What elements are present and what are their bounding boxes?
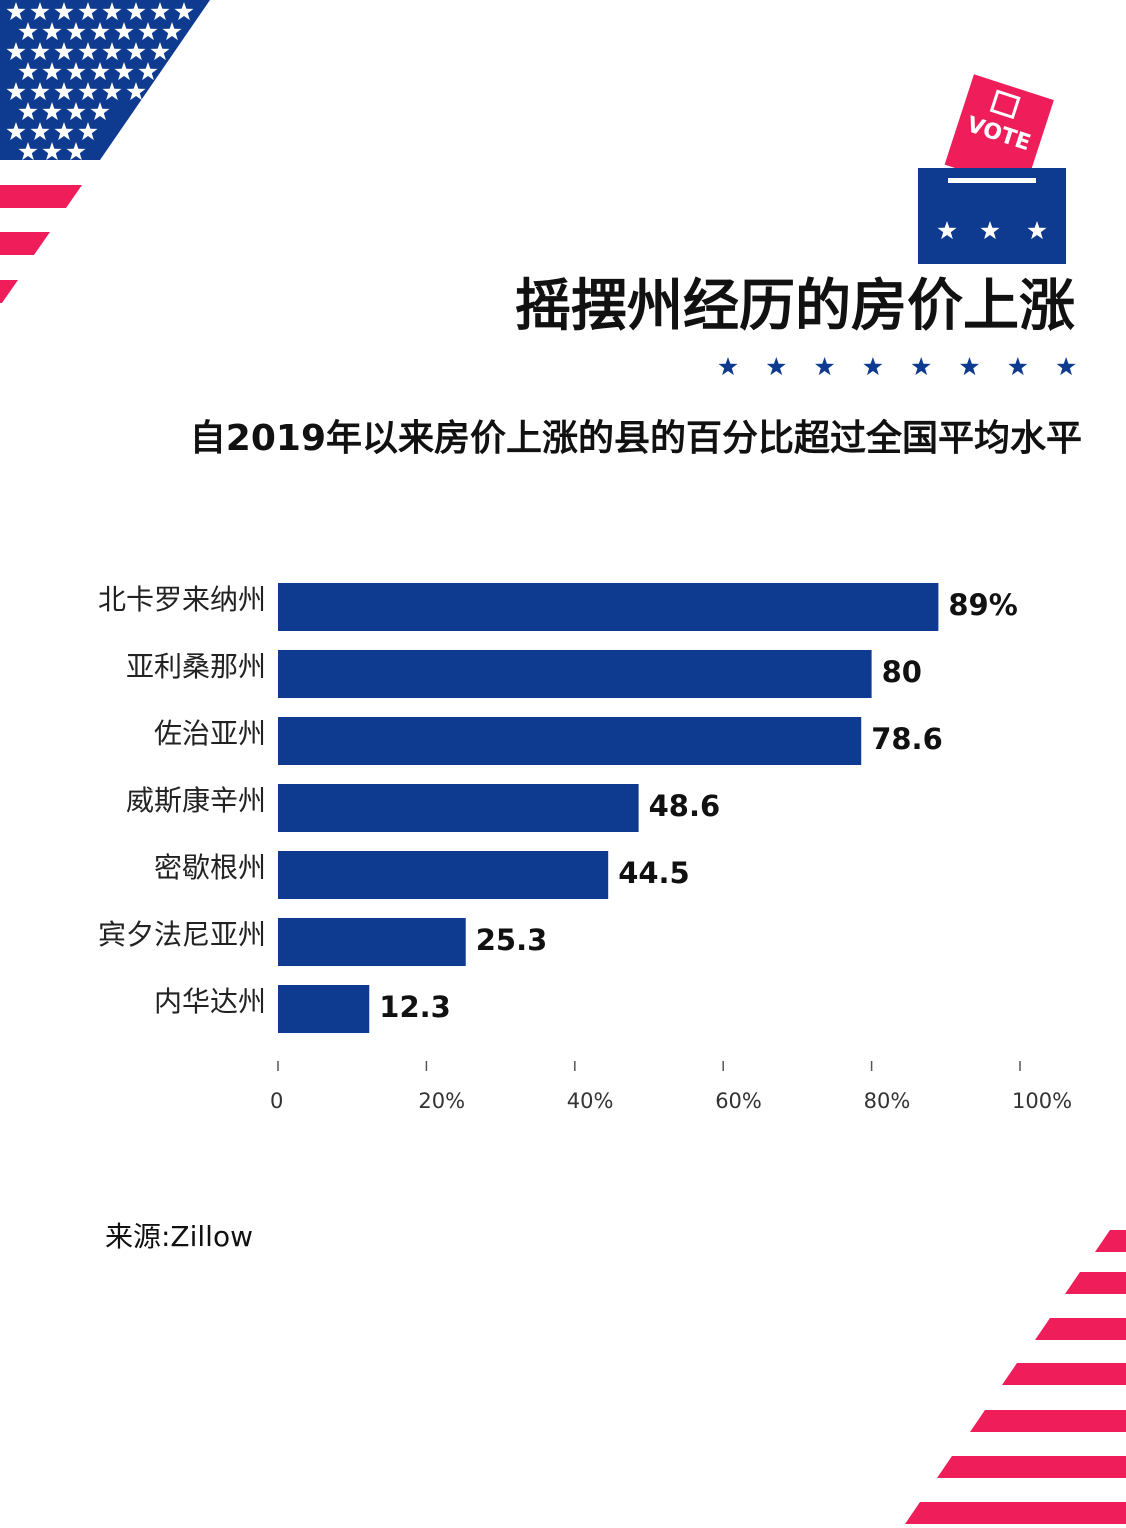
flag-stripe: [0, 280, 18, 303]
bar: [278, 583, 939, 631]
flag-field: [0, 0, 210, 160]
ballot-check: [989, 89, 1021, 120]
bar: [278, 985, 370, 1033]
y-tick-label: 内华达州: [154, 985, 266, 1018]
x-tick-label: 80%: [864, 1089, 911, 1113]
value-label: 48.6: [649, 789, 721, 823]
value-label: 25.3: [476, 923, 548, 957]
value-label: 44.5: [618, 856, 690, 890]
x-tick-label: 100%: [1012, 1089, 1072, 1113]
flag-stripe: [0, 232, 50, 255]
bar: [278, 650, 872, 698]
stripe: [1065, 1272, 1126, 1294]
flag-decoration: [0, 0, 210, 303]
value-label: 80: [882, 655, 922, 689]
stripe: [937, 1456, 1126, 1478]
y-tick-label: 亚利桑那州: [126, 650, 266, 683]
ballot: VOTE: [944, 74, 1054, 191]
y-tick-label: 宾夕法尼亚州: [98, 918, 266, 951]
bar: [278, 717, 862, 765]
bar: [278, 851, 609, 899]
bar: [278, 784, 639, 832]
y-tick-label: 威斯康辛州: [126, 784, 266, 817]
x-tick-label: 40%: [567, 1089, 614, 1113]
box-body: [918, 168, 1066, 264]
flag-stripe: [0, 185, 82, 208]
y-tick-label: 北卡罗来纳州: [98, 583, 266, 616]
ballot-paper: [944, 74, 1054, 191]
value-label: 89%: [948, 588, 1017, 622]
y-tick-label: 佐治亚州: [154, 717, 266, 750]
stripe: [905, 1502, 1126, 1524]
x-tick-label: 20%: [418, 1089, 465, 1113]
stripe: [1095, 1230, 1126, 1252]
vote-box: VOTE: [918, 74, 1066, 264]
stripe: [1035, 1318, 1126, 1340]
value-label: 78.6: [871, 722, 943, 756]
bar: [278, 918, 466, 966]
value-label: 12.3: [379, 990, 451, 1024]
stripes-decoration: [905, 1230, 1126, 1524]
chart-subtitle: 自2019年以来房价上涨的县的百分比超过全国平均水平: [190, 417, 1082, 459]
y-tick-label: 密歇根州: [154, 851, 266, 884]
x-tick-label: 60%: [715, 1089, 762, 1113]
chart-title: 摇摆州经历的房价上涨: [515, 274, 1075, 339]
source-note: 来源:Zillow: [105, 1220, 253, 1253]
stripe: [1002, 1363, 1126, 1385]
stripe: [970, 1410, 1126, 1432]
x-tick-label: 0: [270, 1089, 283, 1113]
box-slot: [948, 178, 1036, 183]
